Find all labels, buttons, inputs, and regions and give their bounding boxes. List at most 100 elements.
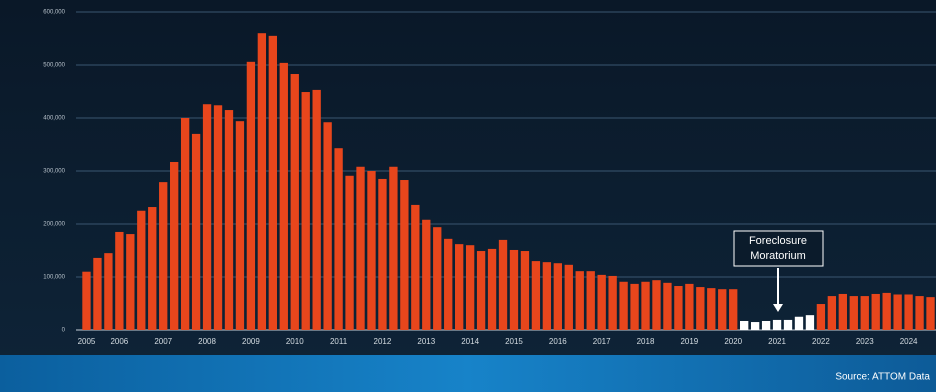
bar [137,210,146,330]
bar [816,304,826,330]
bar [531,261,541,330]
bar [487,248,497,330]
bar [882,292,891,330]
bar [750,322,760,330]
bar [433,227,442,330]
x-tick-label: 2014 [461,337,479,346]
bar [707,288,716,330]
x-tick-label: 2019 [680,337,698,346]
footer-band [0,355,936,392]
bar [191,133,201,330]
x-tick-label: 2008 [198,337,216,346]
bar [455,244,464,330]
bar [312,89,321,330]
bar [718,289,727,330]
x-tick-label: 2011 [330,337,348,346]
bar [652,280,661,330]
bar [345,175,354,330]
bar [915,296,924,330]
bar [586,271,595,330]
bar [290,74,299,330]
bar [82,271,91,330]
bar [641,281,650,330]
bar [696,287,705,330]
bar [93,257,102,330]
bar [115,231,124,330]
x-tick-label: 2015 [505,337,523,346]
bar [630,283,639,330]
bar [509,249,519,330]
y-tick-label: 500,000 [43,63,65,69]
bar [279,62,288,330]
bar [323,122,332,331]
bar [542,262,552,330]
bar [740,320,749,330]
bar [860,296,869,330]
bar [159,182,168,330]
y-tick-label: 0 [62,328,66,334]
bar [235,121,245,331]
bar [619,281,628,330]
bar [838,293,847,330]
bar [674,286,683,330]
bar [213,105,223,330]
bar [202,104,212,330]
bar [608,275,617,330]
bar [597,274,606,330]
bar [367,171,376,330]
source: Source: ATTOM Data [835,372,930,383]
bar [411,204,420,330]
bar [794,316,804,330]
bar [575,271,584,330]
x-tick-label: 2009 [242,337,260,346]
bar [663,282,672,330]
y-tick-label: 300,000 [43,169,65,175]
x-tick-label: 2007 [154,337,172,346]
bar [685,283,694,330]
bar [257,33,267,330]
bar [893,294,902,330]
bar [761,320,771,330]
bar [849,296,858,330]
bar [224,110,234,330]
x-tick-label: 2006 [110,337,128,346]
x-tick-label: 2022 [812,337,830,346]
y-tick-label: 600,000 [43,10,65,16]
annotation-arrowhead [773,304,783,312]
x-tick-label: 2018 [637,337,655,346]
x-tick-label: 2023 [856,337,874,346]
bar [805,315,815,330]
bar [553,263,562,330]
x-tick-label: 2021 [768,337,786,346]
x-tick-label: 2024 [900,337,918,346]
x-tick-label: 2016 [549,337,567,346]
bar [170,161,179,330]
bar [783,319,793,330]
bar [356,166,365,330]
bar [465,245,475,330]
bar [268,35,277,330]
bar [148,207,157,330]
bar [389,166,398,330]
bar [498,239,508,330]
y-tick-label: 400,000 [43,116,65,122]
x-tick-label: 2012 [374,337,392,346]
bar [871,293,880,330]
bar [729,289,738,330]
x-tick-label: 2020 [724,337,742,346]
annotation: Moratorium [750,250,806,262]
bar [301,92,310,330]
x-tick-label: 2017 [593,337,611,346]
annotation: Foreclosure [749,235,807,247]
annotation-box [733,230,824,267]
bar [378,178,387,330]
bar [904,294,913,330]
bar [334,148,343,330]
bar [827,296,837,330]
x-tick-label: 2010 [286,337,304,346]
bar [104,253,113,330]
bar [422,219,431,330]
